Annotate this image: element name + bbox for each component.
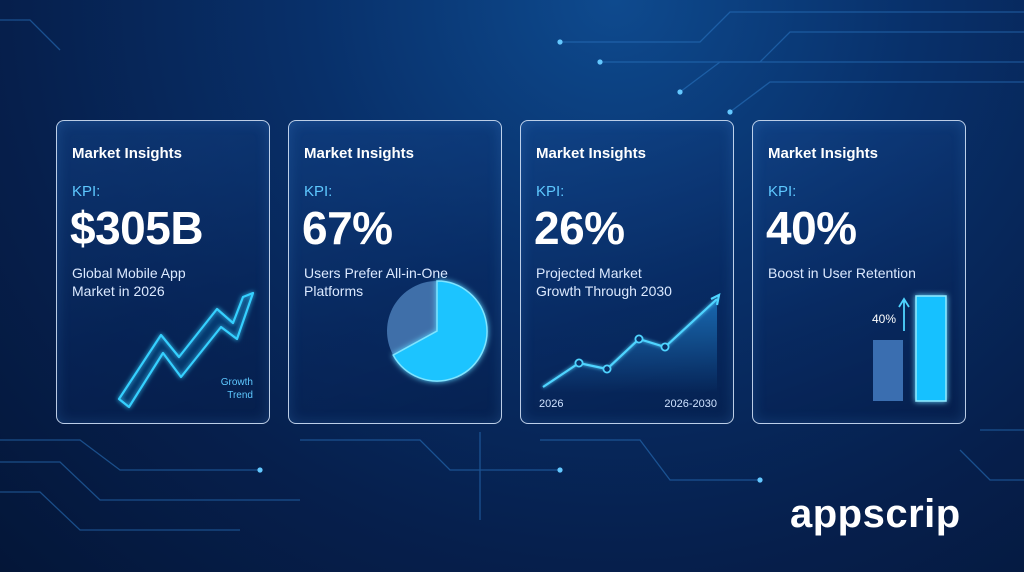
kpi-card-market-size: Market Insights KPI: $305B Global Mobile… xyxy=(56,120,270,424)
up-arrow-icon xyxy=(898,297,910,331)
pie-slice-majority xyxy=(392,280,488,382)
card-title: Market Insights xyxy=(72,145,183,162)
card-title: Market Insights xyxy=(304,145,415,162)
brand-logo: appscrip xyxy=(790,492,961,536)
data-point xyxy=(634,334,644,344)
trend-arrow-icon xyxy=(117,291,255,409)
bar-after xyxy=(915,295,947,402)
kpi-label: KPI: xyxy=(768,183,797,200)
kpi-description: Users Prefer All-in-One Platforms xyxy=(304,265,448,299)
chart-label-line1: Growth xyxy=(221,377,253,388)
growth-line-chart xyxy=(542,293,721,393)
kpi-label: KPI: xyxy=(304,183,333,200)
kpi-label: KPI: xyxy=(72,183,101,200)
data-point xyxy=(602,364,612,374)
arrow-head-icon xyxy=(710,293,721,306)
data-point xyxy=(574,358,584,368)
kpi-label: KPI: xyxy=(536,183,565,200)
kpi-card-market-growth: Market Insights KPI: 26% Projected Marke… xyxy=(520,120,734,424)
pie-chart xyxy=(387,280,488,382)
bar-before xyxy=(873,340,903,401)
card-title: Market Insights xyxy=(536,145,647,162)
axis-start-label: 2026 xyxy=(539,398,564,410)
data-point xyxy=(660,342,670,352)
pie-slice-remainder xyxy=(387,281,437,356)
kpi-value: 26% xyxy=(534,202,625,254)
bar-label: 40% xyxy=(872,312,897,326)
chart-label-line2: Trend xyxy=(227,390,253,401)
kpi-value: 67% xyxy=(302,202,393,254)
axis-end-label: 2026-2030 xyxy=(664,398,717,410)
kpi-description: Boost in User Retention xyxy=(768,265,916,281)
kpi-description: Projected Market Growth Through 2030 xyxy=(536,265,672,299)
kpi-value: 40% xyxy=(766,202,857,254)
kpi-card-retention: Market Insights KPI: 40% Boost in User R… xyxy=(752,120,966,424)
kpi-value: $305B xyxy=(70,202,204,254)
kpi-description: Global Mobile App Market in 2026 xyxy=(72,265,186,299)
kpi-card-user-preference: Market Insights KPI: 67% Users Prefer Al… xyxy=(288,120,502,424)
growth-line xyxy=(542,298,718,388)
growth-area xyxy=(543,299,717,393)
growth-trend-arrow-chart: Growth Trend xyxy=(117,291,255,409)
retention-bar-chart xyxy=(873,295,947,402)
card-title: Market Insights xyxy=(768,145,879,162)
